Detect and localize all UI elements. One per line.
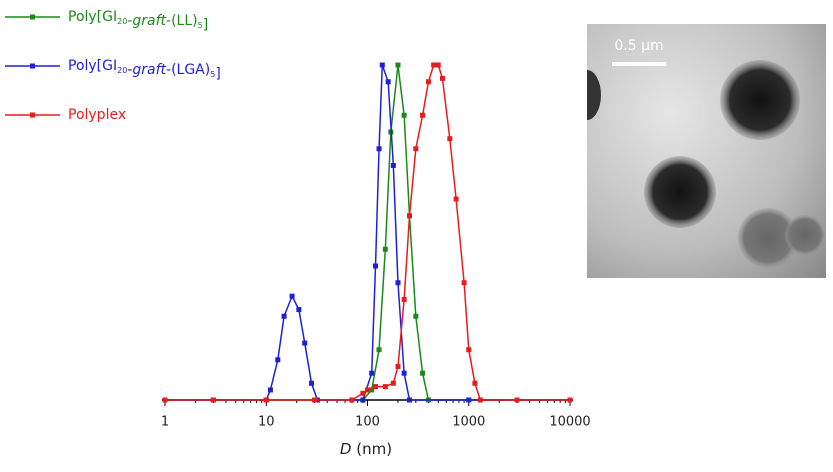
data-point [514,397,520,403]
series [162,62,573,403]
data-point [431,62,437,68]
x-axis-label: D (nm) [340,440,392,458]
legend-swatch-marker [30,14,35,20]
data-point [407,213,413,219]
data-point [453,196,459,202]
data-point [302,340,308,346]
scale-bar [612,62,666,66]
series [162,62,573,403]
scale-bar-label: 0.5 µm [614,38,663,54]
data-point [413,146,419,152]
data-point [296,307,302,313]
particle [720,60,800,140]
data-point [472,380,478,386]
tem-inset: 0.5 µm [587,24,826,278]
data-point [382,384,388,390]
data-point [567,397,573,403]
data-point [369,387,375,393]
data-point [385,79,391,85]
data-point [360,397,366,403]
particle [587,70,601,120]
data-point [263,397,269,403]
x-tick-label: 1 [161,415,169,430]
particle [785,215,825,255]
data-point [477,397,483,403]
data-point [376,347,382,353]
data-point [373,384,379,390]
data-point [369,370,375,376]
data-point [210,397,216,403]
data-point [466,397,472,403]
data-point [407,397,413,403]
particle [644,156,716,228]
particle [738,208,798,268]
legend-swatch-marker [30,63,35,69]
data-point [379,62,385,68]
data-point [390,163,396,168]
data-point [439,75,445,81]
series-line [165,64,570,401]
x-tick-label: 10000 [549,415,590,430]
data-point [461,280,467,286]
legend-label: Poly[GI20-graft-(LL)5] [68,9,208,33]
data-point [401,370,407,376]
data-point [435,62,441,68]
data-point [401,112,407,118]
x-tick-label: 100 [355,415,380,430]
data-point [382,246,388,252]
data-point [289,293,295,299]
series-line [165,64,570,401]
data-point [401,297,407,302]
data-point [365,387,370,393]
data-point [447,136,453,142]
data-point [312,397,318,403]
legend-swatch-marker [30,112,35,118]
series [162,62,573,403]
legend-label: Poly[GI20-graft-(LGA)5] [68,58,221,82]
data-point [390,380,396,386]
series-line [165,64,570,401]
data-point [360,390,366,396]
data-point [281,313,287,319]
data-point [395,280,401,286]
data-point [309,380,315,386]
data-point [420,370,426,376]
data-point [395,364,401,369]
x-tick-label: 1000 [452,415,485,430]
data-point [466,347,472,353]
data-point [373,263,379,269]
legend-label: Polyplex [68,107,126,123]
data-point [395,62,401,68]
data-point [425,79,431,85]
data-point [376,146,382,152]
data-point [420,112,426,118]
data-point [349,397,355,403]
data-point [413,313,419,319]
data-point [275,357,281,363]
data-point [162,397,168,403]
x-tick-label: 10 [258,415,275,430]
data-point [267,387,273,393]
